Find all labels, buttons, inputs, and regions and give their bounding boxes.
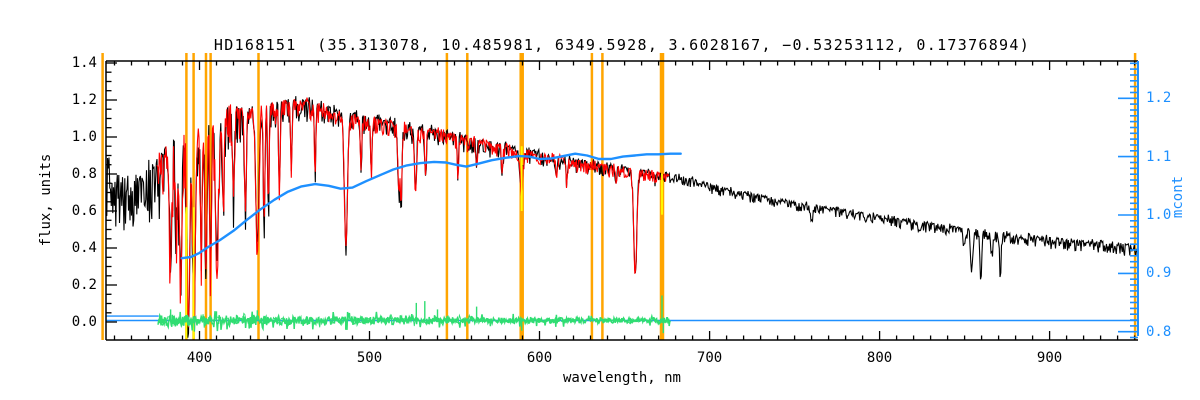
y-right-tick-label-0.9: 0.9 <box>1146 265 1172 282</box>
x-axis-label: wavelength, nm <box>562 370 681 386</box>
residuals-curve-2 <box>157 312 670 328</box>
x-tick-label-400: 400 <box>186 350 213 366</box>
y-axis-right-label: mcont <box>1170 175 1186 219</box>
y-left-tick-label-0.2: 0.2 <box>71 277 97 293</box>
y-left-tick-label-0.0: 0.0 <box>71 314 97 330</box>
y-right-tick-label-1.2: 1.2 <box>1146 90 1172 107</box>
y-right-tick-label-0.8: 0.8 <box>1146 323 1172 340</box>
y-left-tick-label-1.2: 1.2 <box>71 92 97 108</box>
x-tick-label-900: 900 <box>1036 350 1063 366</box>
y-axis-left-label: flux, units <box>38 153 54 247</box>
plot-title: HD168151 (35.313078, 10.485981, 6349.592… <box>213 36 1031 54</box>
y-left-tick-label-1.0: 1.0 <box>71 129 97 145</box>
mcont-curve <box>180 152 682 260</box>
y-left-tick-label-0.4: 0.4 <box>71 240 97 256</box>
x-tick-label-700: 700 <box>696 350 723 366</box>
y-left-tick-label-1.4: 1.4 <box>71 55 97 71</box>
x-tick-label-600: 600 <box>526 350 553 366</box>
model-fit-curve <box>156 97 670 330</box>
y-right-tick-label-1.1: 1.1 <box>1146 148 1172 165</box>
y-left-tick-label-0.6: 0.6 <box>71 203 97 219</box>
x-tick-label-500: 500 <box>356 350 383 366</box>
y-left-tick-label-0.8: 0.8 <box>71 166 97 182</box>
y-right-tick-label-1.0: 1.0 <box>1146 207 1172 223</box>
x-tick-label-800: 800 <box>866 350 893 366</box>
